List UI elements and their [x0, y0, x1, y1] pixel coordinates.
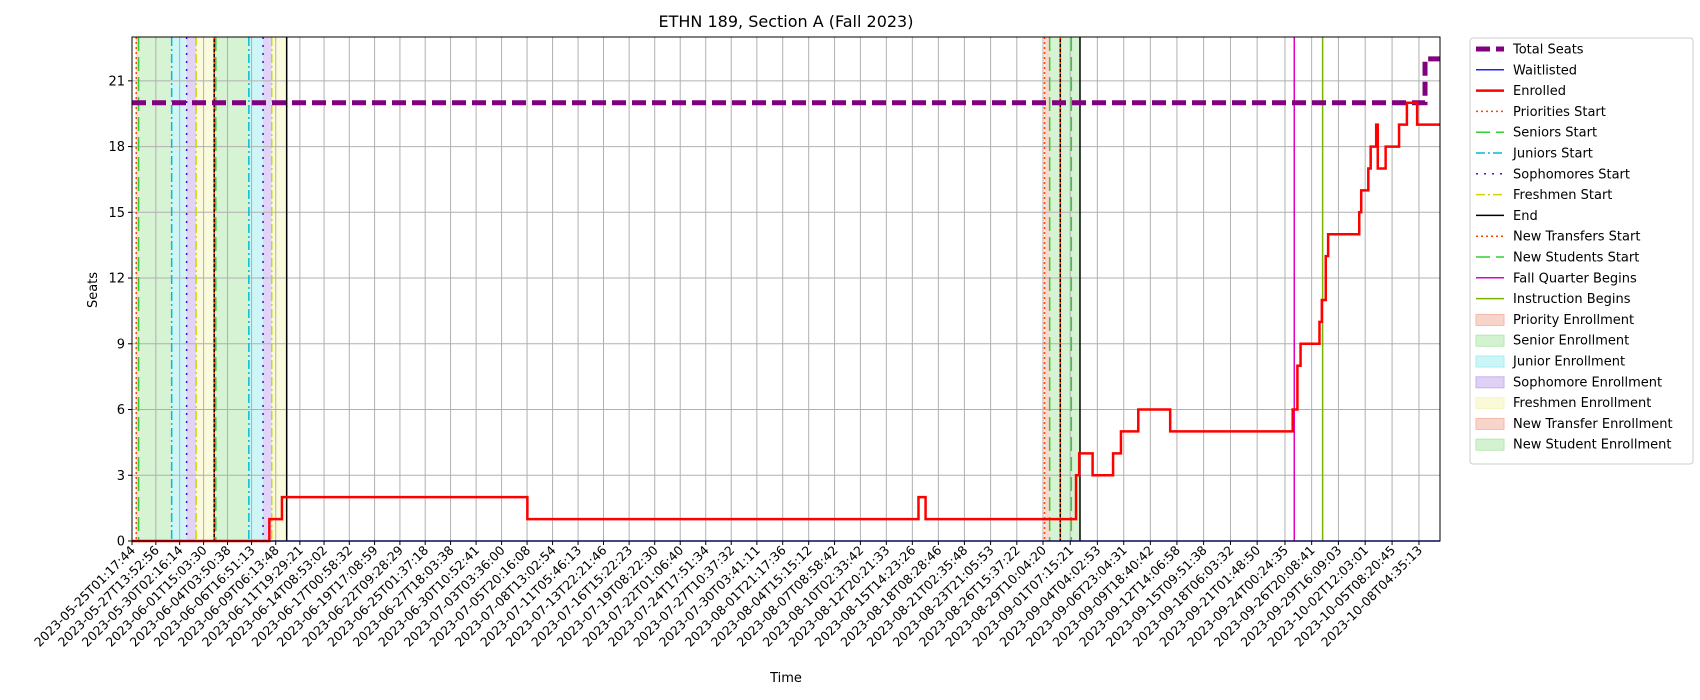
- legend-label-junior-enrollment: Junior Enrollment: [1512, 355, 1625, 370]
- legend-label-priorities-start: Priorities Start: [1513, 105, 1606, 120]
- legend-swatch-new-transfer-enrollment: [1475, 417, 1505, 430]
- legend-label-freshmen-start: Freshmen Start: [1513, 188, 1612, 203]
- legend-label-priority-enrollment: Priority Enrollment: [1513, 313, 1634, 328]
- legend-swatch-priority-enrollment: [1475, 313, 1505, 326]
- enrollment-period-spans: [136, 37, 1080, 541]
- y-tick-label-0: 0: [117, 535, 125, 550]
- legend: Total Seats Waitlisted Enrolled Priorities …: [1469, 37, 1694, 465]
- y-tick-label-6: 18: [108, 140, 125, 155]
- y-tick-label-7: 21: [108, 74, 125, 89]
- grid-lines: [131, 37, 1440, 542]
- y-tick-label-2: 6: [117, 403, 125, 418]
- span-3: [186, 37, 197, 541]
- legend-swatch-junior-enrollment: [1475, 355, 1505, 368]
- legend-label-total-seats: Total Seats: [1512, 43, 1584, 58]
- legend-swatch-new-student-enrollment: [1475, 438, 1505, 451]
- span-8: [263, 37, 272, 541]
- x-axis-label: Time: [769, 671, 802, 686]
- span-11: [1049, 37, 1080, 541]
- legend-label-sophomore-enrollment: Sophomore Enrollment: [1513, 375, 1662, 390]
- span-9: [271, 37, 287, 541]
- legend-label-seniors-start: Seniors Start: [1513, 126, 1597, 141]
- y-tick-label-5: 15: [108, 206, 125, 221]
- legend-label-new-student-enrollment: New Student Enrollment: [1513, 438, 1671, 453]
- y-axis-label: Seats: [86, 272, 101, 308]
- legend-label-fall-quarter-begins: Fall Quarter Begins: [1513, 271, 1637, 286]
- legend-label-new-students-start: New Students Start: [1513, 251, 1639, 266]
- y-tick-label-4: 12: [108, 272, 125, 287]
- span-6: [215, 37, 249, 541]
- legend-label-sophomores-start: Sophomores Start: [1513, 167, 1630, 182]
- span-4: [196, 37, 215, 541]
- plot-frame: [131, 36, 1441, 542]
- legend-swatch-senior-enrollment: [1475, 334, 1505, 347]
- legend-label-waitlisted: Waitlisted: [1513, 63, 1577, 78]
- series-enrolled-line: [132, 101, 1440, 543]
- span-2: [171, 37, 187, 541]
- legend-swatch-sophomore-enrollment: [1475, 376, 1505, 389]
- legend-box: [1469, 37, 1694, 465]
- span-1: [138, 37, 172, 541]
- legend-swatch-freshmen-enrollment: [1475, 397, 1505, 410]
- legend-label-senior-enrollment: Senior Enrollment: [1513, 334, 1629, 349]
- legend-label-freshmen-enrollment: Freshmen Enrollment: [1513, 396, 1651, 411]
- y-tick-label-1: 3: [117, 469, 125, 484]
- span-5: [214, 37, 216, 541]
- y-tick-label-3: 9: [117, 337, 125, 352]
- legend-label-instruction-begins: Instruction Begins: [1513, 292, 1631, 307]
- span-10: [1044, 37, 1050, 541]
- span-7: [248, 37, 264, 541]
- legend-label-new-transfers-start: New Transfers Start: [1513, 230, 1640, 245]
- legend-label-end: End: [1513, 209, 1538, 224]
- series-total-seats-line: [132, 56, 1440, 106]
- legend-label-juniors-start: Juniors Start: [1512, 147, 1593, 162]
- legend-label-new-transfer-enrollment: New Transfer Enrollment: [1513, 417, 1673, 432]
- y-axis-ticks: 0 3 6 9 12 15 18 21: [108, 74, 132, 550]
- chart-title: ETHN 189, Section A (Fall 2023): [659, 12, 914, 31]
- legend-label-enrolled: Enrolled: [1513, 84, 1566, 99]
- event-vertical-lines: [135, 37, 1324, 541]
- span-0: [136, 37, 139, 541]
